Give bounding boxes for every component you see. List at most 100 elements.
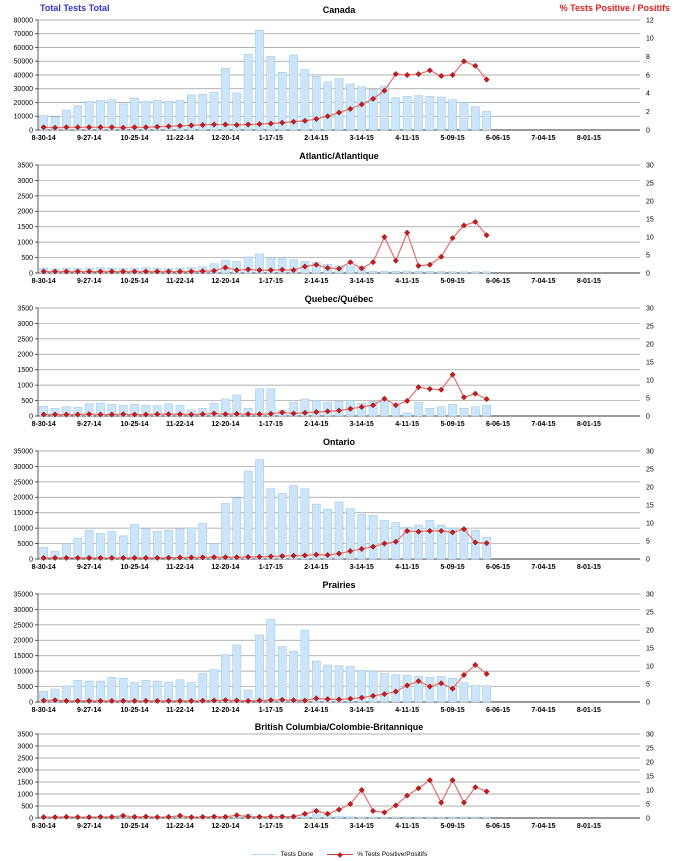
pct-positive-marker xyxy=(120,268,127,275)
pct-positive-marker xyxy=(86,268,93,275)
right-axis-tick: 10 xyxy=(646,663,654,670)
test-count-bar xyxy=(266,56,276,131)
grid xyxy=(35,307,640,417)
pct-positive-marker xyxy=(222,264,229,271)
right-axis-tick: 10 xyxy=(646,36,654,43)
test-count-bar xyxy=(459,528,469,560)
pct-positive-marker xyxy=(335,696,343,703)
x-axis-tick: 8-30-14 xyxy=(32,135,56,142)
test-count-bar xyxy=(425,408,435,417)
pct-positive-marker xyxy=(449,777,456,784)
pct-positive-marker xyxy=(290,410,297,417)
pct-positive-marker xyxy=(188,554,195,561)
pct-positive-marker xyxy=(199,554,206,561)
pct-positive-marker xyxy=(460,222,467,229)
pct-positive-marker xyxy=(324,696,331,703)
test-count-bar xyxy=(368,816,378,819)
test-count-bar xyxy=(391,816,401,819)
right-axis-tick: 20 xyxy=(646,341,654,348)
left-axis-tick: 35000 xyxy=(14,591,34,598)
pct-positive-marker xyxy=(211,697,218,704)
left-axis-tick: 0 xyxy=(29,270,33,277)
pct-positive-marker xyxy=(313,261,320,268)
x-axis-labels: 8-30-14 9-27-14 10-25-14 11-22-14 12-20-14 1-… xyxy=(32,564,601,571)
x-axis-tick: 9-27-14 xyxy=(77,564,101,571)
x-axis-tick: 2-14-15 xyxy=(304,135,328,142)
pct-positive-marker xyxy=(415,262,422,269)
pct-positive-marker xyxy=(97,813,104,820)
x-axis-tick: 4-11-15 xyxy=(395,823,419,830)
right-axis-tick: 5 xyxy=(646,538,650,545)
x-axis-tick: 11-22-14 xyxy=(166,278,194,285)
pct-positive-marker xyxy=(392,402,399,409)
pct-positive-marker xyxy=(472,539,479,546)
pct-positive-marker xyxy=(438,253,445,260)
pct-positive-marker xyxy=(347,405,354,412)
left-axis-tick: 25000 xyxy=(14,479,34,486)
x-axis-tick: 12-20-14 xyxy=(211,707,239,714)
test-count-bar xyxy=(436,676,446,703)
test-count-bar xyxy=(221,67,230,131)
test-count-bar xyxy=(380,85,389,131)
pct-positive-marker xyxy=(279,266,286,273)
pct-positive-marker xyxy=(188,814,195,821)
test-count-bar xyxy=(300,629,310,703)
test-count-bar xyxy=(436,271,446,274)
pct-positive-marker xyxy=(267,267,274,274)
test-count-bar xyxy=(436,816,446,819)
pct-positive-marker xyxy=(449,371,456,378)
test-count-bar xyxy=(346,816,355,819)
test-count-bar xyxy=(380,816,389,819)
pct-positive-marker xyxy=(188,268,195,275)
right-axis-tick: 0 xyxy=(646,127,650,134)
pct-positive-marker xyxy=(131,697,138,704)
test-count-bar xyxy=(482,816,491,819)
pct-positive-marker xyxy=(74,411,81,418)
pct-positive-marker xyxy=(142,697,149,704)
x-axis-tick: 2-14-15 xyxy=(304,564,328,571)
right-axis-tick: 5 xyxy=(646,252,650,259)
chart-atlantic-atlantique: 0 500 1000 1500 2000 2500 3000 3500 0 5 10 15 20 25 30… xyxy=(17,151,654,285)
x-axis-tick: 6-06-15 xyxy=(486,135,510,142)
left-axis-tick: 2500 xyxy=(17,193,33,200)
x-axis-tick: 10-25-14 xyxy=(121,823,149,830)
pct-positive-marker xyxy=(176,812,184,819)
pct-positive-marker xyxy=(176,554,184,561)
x-axis-tick: 2-14-15 xyxy=(304,421,328,428)
pct-positive-marker xyxy=(199,813,206,820)
left-axis-tick: 0 xyxy=(29,127,33,134)
test-count-bar xyxy=(209,669,219,703)
left-axis-tick: 15000 xyxy=(14,510,34,517)
x-axis-tick: 9-27-14 xyxy=(77,421,101,428)
left-axis-tick: 15000 xyxy=(14,653,34,660)
left-axis-tick: 1000 xyxy=(17,791,33,798)
grid xyxy=(35,733,640,819)
test-count-bar xyxy=(152,530,162,560)
test-count-bar xyxy=(300,69,310,131)
grid xyxy=(35,164,640,274)
pct-positive-marker xyxy=(483,788,490,795)
pct-positive-marker xyxy=(324,264,331,272)
x-axis-tick: 8-01-15 xyxy=(577,278,601,285)
pct-positive-marker xyxy=(63,697,70,704)
test-count-bar xyxy=(470,271,480,274)
x-axis-tick: 12-20-14 xyxy=(211,421,239,428)
x-axis-tick: 5-09-15 xyxy=(441,278,465,285)
test-count-bar xyxy=(130,524,139,560)
pct-positive-marker xyxy=(97,268,104,275)
pct-positive-marker xyxy=(279,553,286,560)
x-axis-tick: 6-06-15 xyxy=(486,564,510,571)
pct-positive-marker xyxy=(483,540,490,547)
test-count-bar xyxy=(368,89,378,131)
pct-positive-marker xyxy=(63,411,70,418)
pct-positive-marker xyxy=(120,697,127,704)
pct-positive-marker xyxy=(301,409,308,416)
pct-positive-marker xyxy=(176,697,184,704)
x-axis-tick: 6-06-15 xyxy=(486,707,510,714)
pct-positive-marker xyxy=(211,121,218,128)
pct-positive-marker xyxy=(74,268,81,275)
x-axis-tick: 7-04-15 xyxy=(531,707,555,714)
right-axis-tick: 20 xyxy=(646,198,654,205)
x-axis-tick: 3-14-15 xyxy=(350,135,374,142)
x-axis-tick: 9-27-14 xyxy=(77,823,101,830)
